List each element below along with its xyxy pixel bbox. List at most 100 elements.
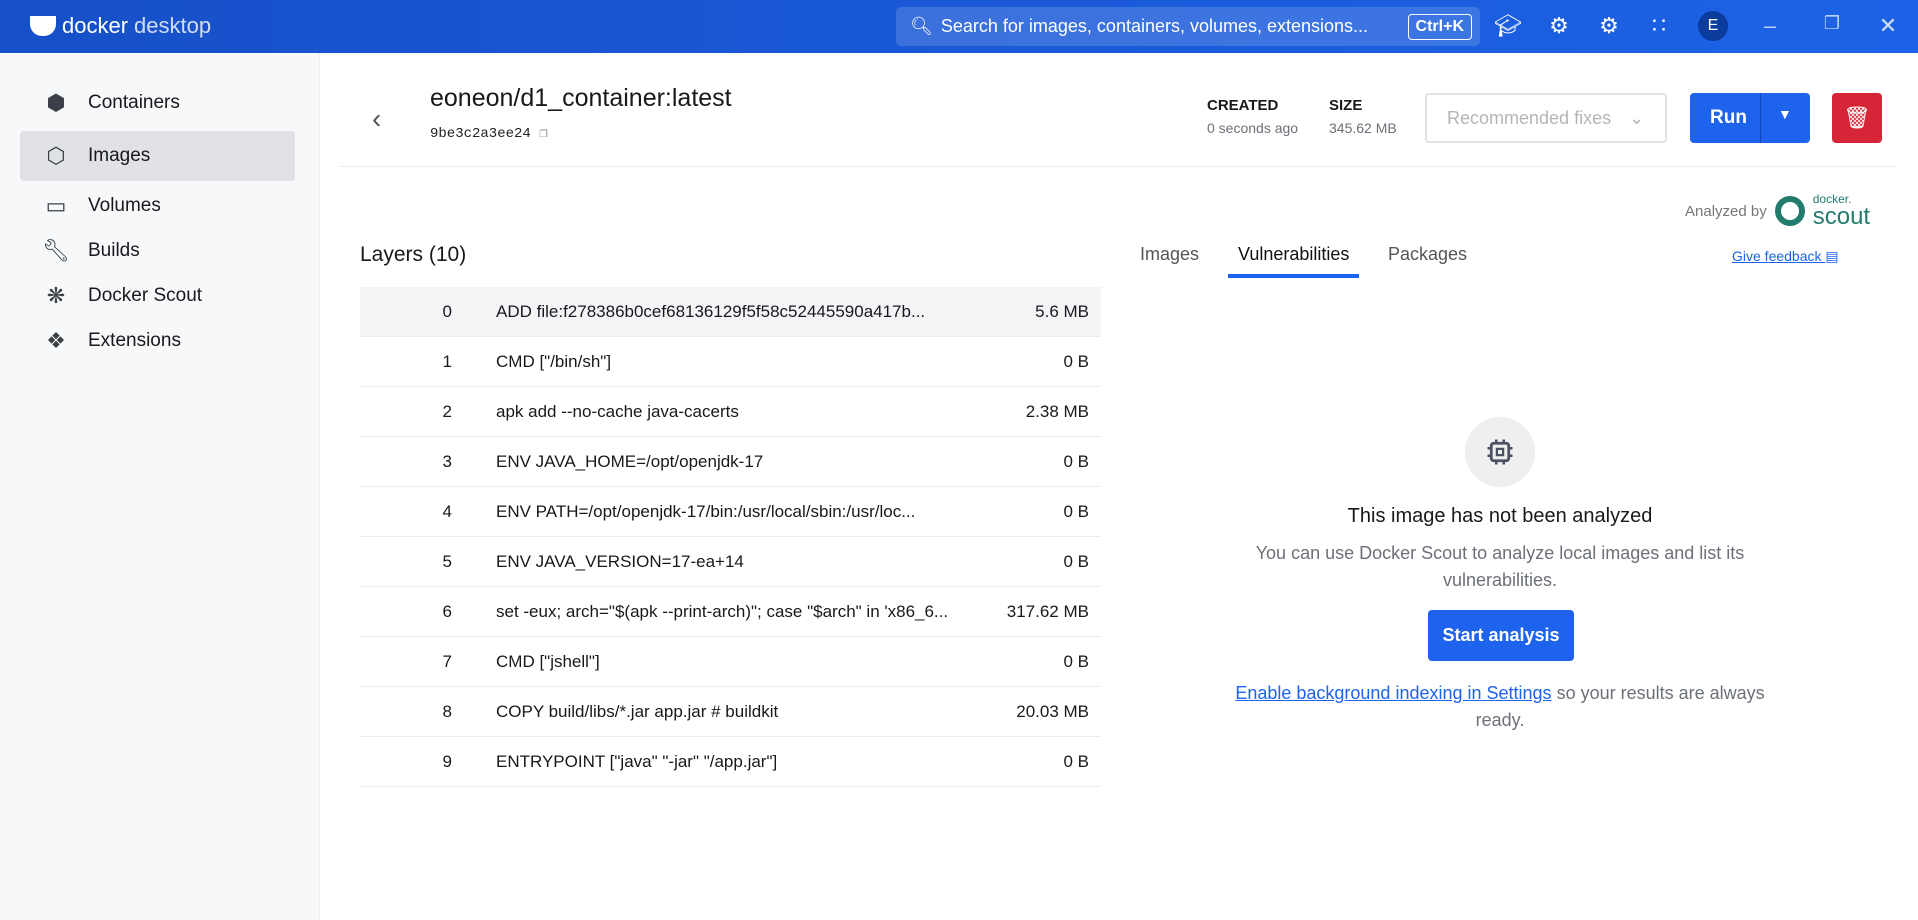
delete-button[interactable]: 🗑︎	[1832, 93, 1882, 143]
minimize-icon[interactable]: –	[1763, 13, 1777, 38]
layer-index: 5	[442, 551, 452, 571]
layer-command: ENV JAVA_HOME=/opt/openjdk-17	[496, 451, 764, 471]
search-shortcut: Ctrl+K	[1407, 13, 1472, 40]
start-analysis-button[interactable]: Start analysis	[1428, 610, 1574, 661]
scout-brand: docker. scout	[1812, 192, 1871, 230]
size-value: 345.62 MB	[1329, 120, 1397, 136]
table-row[interactable]: 2 apk add --no-cache java-cacerts 2.38 MB	[360, 387, 1101, 437]
layer-size: 20.03 MB	[1016, 701, 1089, 721]
gear-icon[interactable]: ⚙	[1599, 13, 1619, 38]
run-label: Run	[1710, 107, 1747, 128]
sidebar-item-docker-scout[interactable]: ❋ Docker Scout	[20, 274, 295, 318]
analyzed-by-scout: Analyzed by docker. scout	[1685, 193, 1870, 229]
table-row[interactable]: 5 ENV JAVA_VERSION=17-ea+14 0 B	[360, 537, 1101, 587]
recommended-fixes-button[interactable]: Recommended fixes ⌄	[1425, 93, 1667, 143]
scout-icon: ❋	[46, 283, 66, 308]
run-button[interactable]: Run ▼	[1690, 93, 1810, 143]
page-title: eoneon/d1_container:latest	[430, 84, 732, 112]
empty-state-description: You can use Docker Scout to analyze loca…	[1255, 543, 1745, 590]
layers-table: 0 ADD file:f278386b0cef68136129f5f58c5244…	[360, 287, 1101, 787]
layer-size: 5.6 MB	[1035, 301, 1089, 321]
tab-vulnerabilities[interactable]: Vulnerabilities	[1227, 244, 1360, 278]
tab-packages[interactable]: Packages	[1388, 244, 1468, 264]
image-hash: 9be3c2a3ee24	[430, 126, 531, 142]
wrench-icon: 🔧︎	[42, 238, 70, 263]
layer-index: 0	[442, 301, 452, 321]
table-row[interactable]: 0 ADD file:f278386b0cef68136129f5f58c5244…	[360, 287, 1101, 337]
avatar[interactable]: E	[1698, 11, 1728, 41]
layer-size: 0 B	[1063, 351, 1089, 371]
layer-index: 3	[442, 451, 452, 471]
layer-size: 0 B	[1063, 651, 1089, 671]
layer-index: 2	[442, 401, 452, 421]
layer-size: 0 B	[1063, 451, 1089, 471]
global-search[interactable]: 🔍︎ Search for images, containers, volumes…	[896, 7, 1480, 46]
layer-index: 1	[442, 351, 452, 371]
analyzed-by-label: Analyzed by	[1685, 202, 1767, 220]
layer-index: 7	[442, 651, 452, 671]
bug-icon[interactable]: ⚙︎	[1549, 13, 1569, 38]
header-divider	[340, 166, 1895, 167]
copy-icon[interactable]: ❐	[539, 126, 548, 142]
table-row[interactable]: 3 ENV JAVA_HOME=/opt/openjdk-17 0 B	[360, 437, 1101, 487]
created-meta: CREATED 0 seconds ago	[1207, 97, 1298, 136]
enable-indexing-suffix: so your results are always ready.	[1475, 683, 1765, 730]
size-label: SIZE	[1329, 97, 1363, 114]
sidebar-item-containers[interactable]: ⬢ Containers	[20, 81, 295, 125]
layer-command: ADD file:f278386b0cef68136129f5f58c52445…	[496, 301, 926, 321]
title-bar: docker desktop 🔍︎ Search for images, conta…	[0, 0, 1918, 53]
recommended-fixes-label: Recommended fixes	[1447, 107, 1612, 128]
layer-index: 6	[442, 601, 452, 621]
layers-title: Layers (10)	[360, 243, 467, 266]
back-chevron-icon[interactable]: ‹	[372, 103, 382, 134]
logo-text-light: desktop	[134, 13, 212, 38]
feedback-icon: ▤	[1825, 248, 1839, 264]
table-row[interactable]: 4 ENV PATH=/opt/openjdk-17/bin:/usr/local…	[360, 487, 1101, 537]
layer-index: 9	[442, 751, 452, 771]
image-id: 9be3c2a3ee24 ❐	[430, 125, 548, 142]
run-dropdown-caret-icon[interactable]: ▼	[1778, 106, 1792, 122]
sidebar-item-extensions[interactable]: ❖ Extensions	[20, 319, 295, 363]
table-row[interactable]: 6 set -eux; arch="$(apk --print-arch)"; c…	[360, 587, 1101, 637]
layer-command: apk add --no-cache java-cacerts	[496, 401, 739, 421]
layer-size: 0 B	[1063, 551, 1089, 571]
puzzle-icon: ❖	[46, 328, 66, 353]
sidebar-item-images[interactable]: ⬡ Images	[20, 131, 295, 181]
enable-indexing-link[interactable]: Enable background indexing in Settings	[1235, 683, 1552, 703]
table-row[interactable]: 9 ENTRYPOINT ["java" "-jar" "/app.jar"] 0 …	[360, 737, 1101, 787]
sidebar-item-builds[interactable]: 🔧︎ Builds	[20, 229, 295, 273]
chip-icon	[1465, 417, 1535, 487]
close-icon[interactable]: ✕	[1878, 13, 1898, 38]
layer-command: ENV JAVA_VERSION=17-ea+14	[496, 551, 744, 571]
created-label: CREATED	[1207, 97, 1279, 114]
table-row[interactable]: 7 CMD ["jshell"] 0 B	[360, 637, 1101, 687]
table-row[interactable]: 8 COPY build/libs/*.jar app.jar # buildki…	[360, 687, 1101, 737]
enable-indexing-note: Enable background indexing in Settings s…	[1220, 680, 1780, 734]
trash-icon: 🗑︎	[1843, 105, 1871, 130]
layer-command: CMD ["jshell"]	[496, 651, 600, 671]
whale-icon	[30, 16, 56, 36]
volume-icon: ▭	[45, 193, 67, 218]
layer-size: 0 B	[1063, 501, 1089, 521]
layer-size: 0 B	[1063, 751, 1089, 771]
sidebar-item-label: Builds	[88, 240, 140, 261]
sidebar-item-volumes[interactable]: ▭ Volumes	[20, 184, 295, 228]
sidebar-item-label: Volumes	[88, 195, 161, 216]
layer-command: COPY build/libs/*.jar app.jar # buildkit	[496, 701, 779, 721]
empty-state-title: This image has not been analyzed	[1347, 505, 1653, 527]
table-row[interactable]: 1 CMD ["/bin/sh"] 0 B	[360, 337, 1101, 387]
give-feedback-link[interactable]: Give feedback ▤	[1732, 248, 1839, 264]
layer-command: ENV PATH=/opt/openjdk-17/bin:/usr/local/…	[496, 501, 916, 521]
restore-icon[interactable]: ❐	[1823, 13, 1841, 33]
layer-command: CMD ["/bin/sh"]	[496, 351, 612, 371]
apps-grid-icon[interactable]: ∷	[1652, 13, 1666, 38]
layer-command: set -eux; arch="$(apk --print-arch)"; ca…	[496, 601, 949, 621]
learning-center-icon[interactable]: 🎓︎	[1494, 13, 1522, 38]
tab-images[interactable]: Images	[1140, 244, 1200, 264]
sidebar-item-label: Extensions	[88, 330, 181, 351]
docker-desktop-logo: docker desktop	[30, 13, 211, 39]
sidebar: ⬢ Containers ⬡ Images ▭ Volumes 🔧︎ Builds ❋ D…	[0, 53, 320, 920]
layer-index: 8	[442, 701, 452, 721]
search-placeholder: Search for images, containers, volumes, …	[940, 16, 1369, 36]
layer-size: 2.38 MB	[1025, 401, 1089, 421]
